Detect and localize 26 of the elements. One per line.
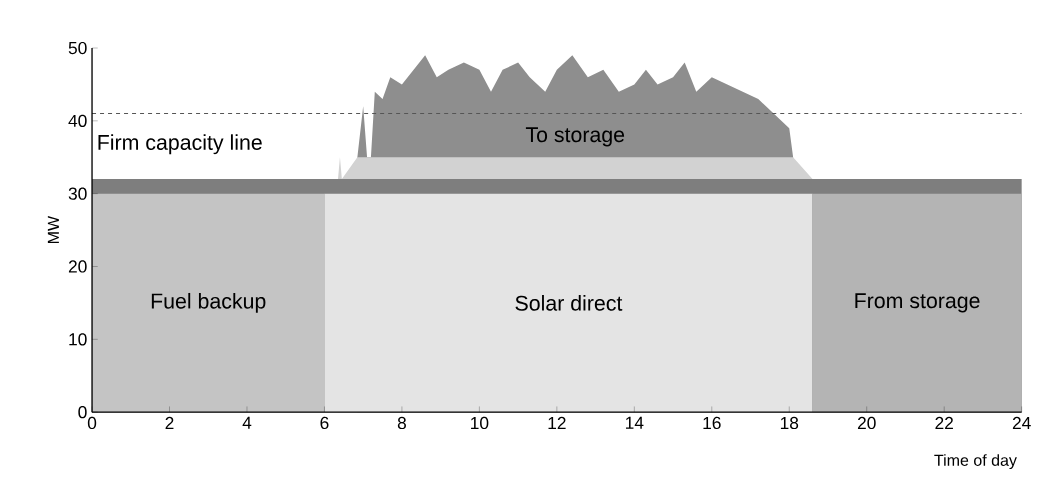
y-tick-label: 10 xyxy=(69,333,87,346)
x-tick-label: 0 xyxy=(87,416,97,430)
x-tick-label: 18 xyxy=(780,416,799,430)
x-tick-label: 14 xyxy=(626,416,644,429)
ref-line-label: Firm capacity line xyxy=(98,134,262,155)
x-tick-label: 10 xyxy=(471,416,489,430)
x-tick-label: 20 xyxy=(857,416,876,430)
x-tick-label: 4 xyxy=(242,416,252,429)
y-tick-label: 40 xyxy=(68,114,87,127)
y-tick-label: 50 xyxy=(68,41,87,55)
series-label: Solar direct xyxy=(515,294,623,311)
series-label: From storage xyxy=(855,293,980,313)
x-axis-title: Time of day xyxy=(934,454,1017,470)
y-tick-label: 0 xyxy=(78,405,87,419)
x-tick-label: 16 xyxy=(703,416,721,430)
x-tick-label: 8 xyxy=(397,416,406,430)
x-tick-label: 22 xyxy=(935,416,953,429)
x-tick-label: 24 xyxy=(1012,416,1031,429)
x-tick-label: 2 xyxy=(165,416,174,429)
y-tick-label: 20 xyxy=(68,260,87,273)
x-tick-label: 6 xyxy=(320,416,329,430)
y-axis-title: MW xyxy=(47,215,59,243)
series-label: To storage xyxy=(525,127,625,147)
x-tick-label: 12 xyxy=(548,416,566,429)
y-tick-label: 30 xyxy=(68,187,87,200)
series-label: Fuel backup xyxy=(151,292,266,313)
